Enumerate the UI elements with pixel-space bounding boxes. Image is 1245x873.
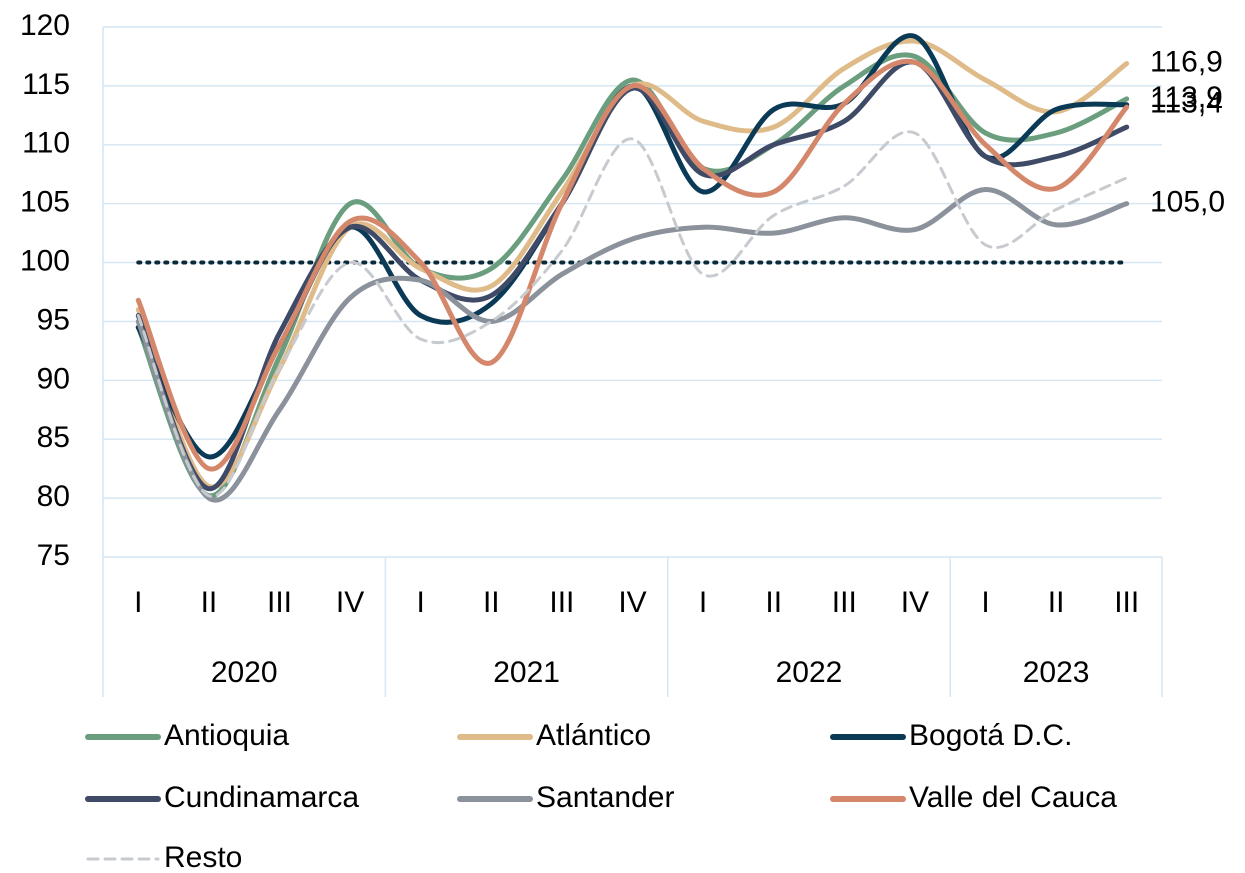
legend-label: Cundinamarca: [164, 781, 359, 814]
value-label: 116,9: [1150, 45, 1223, 78]
x-tick-label: II: [765, 586, 782, 619]
legend-label: Valle del Cauca: [909, 781, 1117, 814]
x-tick-label: II: [1048, 586, 1065, 619]
series-line: [136, 130, 1129, 498]
y-tick-label: 80: [37, 480, 70, 513]
series-line: [135, 52, 1130, 499]
series-line: [135, 187, 1130, 503]
legend-label: Resto: [164, 841, 242, 873]
x-group-label: 2022: [776, 656, 843, 689]
y-tick-label: 100: [20, 244, 70, 277]
value-label: 113,9: [1150, 81, 1223, 114]
x-tick-label: IV: [618, 586, 646, 619]
y-tick-label: 85: [37, 421, 70, 454]
y-tick-label: 110: [22, 127, 70, 160]
x-tick-label: III: [267, 586, 292, 619]
x-tick-label: I: [699, 586, 707, 619]
y-tick-label: 120: [20, 9, 70, 42]
x-tick-label: I: [134, 586, 142, 619]
x-tick-label: I: [981, 586, 989, 619]
value-label: 113,4: [1150, 87, 1223, 120]
x-tick-label: I: [417, 586, 425, 619]
legend-label: Bogotá D.C.: [909, 719, 1072, 752]
legend-label: Antioquia: [164, 719, 289, 752]
value-label: 105,0: [1150, 186, 1225, 219]
x-tick-label: IV: [336, 586, 364, 619]
x-tick-label: III: [832, 586, 857, 619]
x-tick-label: III: [549, 586, 574, 619]
x-tick-label: IV: [901, 586, 929, 619]
x-tick-label: II: [483, 586, 500, 619]
x-group-label: 2023: [1023, 656, 1090, 689]
y-tick-label: 105: [20, 186, 70, 219]
y-tick-label: 75: [37, 539, 70, 572]
x-group-label: 2020: [211, 656, 278, 689]
series-line: [135, 33, 1130, 460]
legend-label: Santander: [536, 781, 674, 814]
y-tick-label: 115: [22, 68, 70, 101]
y-tick-label: 90: [37, 362, 70, 395]
x-tick-label: III: [1114, 586, 1139, 619]
series-line: [135, 58, 1130, 472]
x-tick-label: II: [201, 586, 218, 619]
y-tick-label: 95: [37, 303, 70, 336]
x-group-label: 2021: [493, 656, 560, 689]
legend-label: Atlántico: [536, 719, 651, 752]
